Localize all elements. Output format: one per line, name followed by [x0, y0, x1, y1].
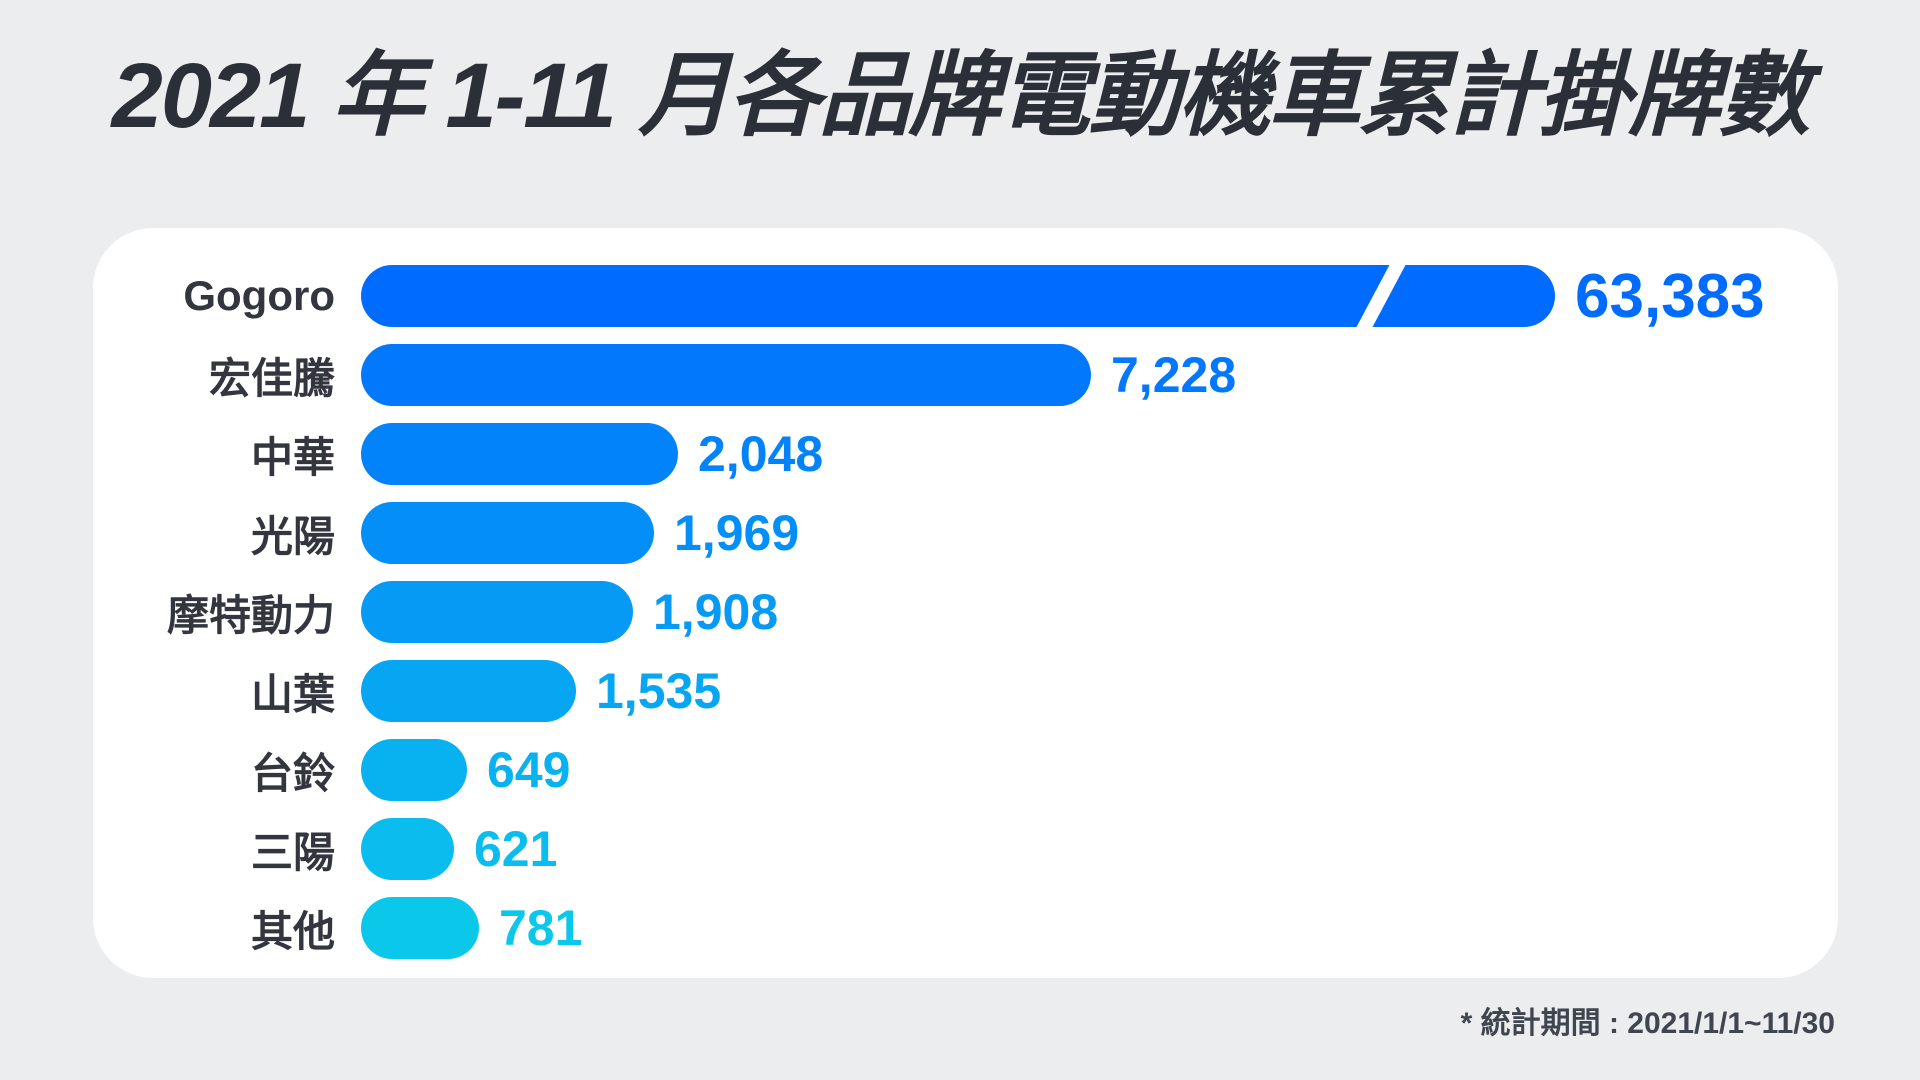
bar-row: 宏佳騰 7,228: [93, 344, 1838, 406]
bar-row: 台鈴 649: [93, 739, 1838, 801]
bar-label: 摩特動力: [166, 591, 335, 639]
bar-row: Gogoro 63,383: [93, 262, 1838, 331]
bar-row: 中華 2,048: [93, 423, 1838, 485]
bar-label: 其他: [250, 907, 335, 955]
bar-value: 649: [487, 742, 571, 798]
bar-value: 621: [474, 821, 558, 877]
bar-row: 其他 781: [93, 897, 1838, 959]
bar: [361, 581, 633, 643]
bar-value: 1,969: [674, 505, 800, 561]
page-title: 2021 年 1-11 月各品牌電動機車累計掛牌數: [111, 45, 1811, 147]
bar-value: 2,048: [698, 426, 824, 482]
chart-card: Gogoro 63,383 宏佳騰 7,228 中華 2,048 光陽 1,969 摩特動力 1,…: [93, 228, 1838, 978]
bar-value: 1,535: [596, 663, 722, 719]
bar: [361, 739, 467, 801]
bar-label: 三陽: [250, 828, 335, 876]
bar-value: 1,908: [653, 584, 779, 640]
bar-label: 宏佳騰: [208, 354, 335, 402]
bar-label: 山葉: [250, 670, 335, 718]
bar-label: 台鈴: [250, 749, 335, 797]
bar: [361, 502, 654, 564]
axis-break-slash-icon: [1351, 265, 1411, 327]
bar: [361, 660, 576, 722]
bar: [361, 897, 479, 959]
bar-row: 光陽 1,969: [93, 502, 1838, 564]
bar: [361, 423, 678, 485]
bar-value: 63,383: [1575, 261, 1765, 331]
bar-label: 光陽: [250, 512, 335, 560]
bar-row: 山葉 1,535: [93, 660, 1838, 722]
bar-label: 中華: [250, 433, 335, 481]
bar-label: Gogoro: [183, 272, 335, 319]
bar: [361, 818, 454, 880]
bar: [361, 344, 1091, 406]
bar-row: 三陽 621: [93, 818, 1838, 880]
bar-row: 摩特動力 1,908: [93, 581, 1838, 643]
bar-value: 781: [499, 900, 583, 956]
bar-value: 7,228: [1111, 347, 1237, 403]
bar-chart: Gogoro 63,383 宏佳騰 7,228 中華 2,048 光陽 1,969 摩特動力 1,…: [93, 262, 1838, 959]
bar: [361, 265, 1555, 327]
footnote: * 統計期間 : 2021/1/1~11/30: [1460, 1007, 1835, 1040]
